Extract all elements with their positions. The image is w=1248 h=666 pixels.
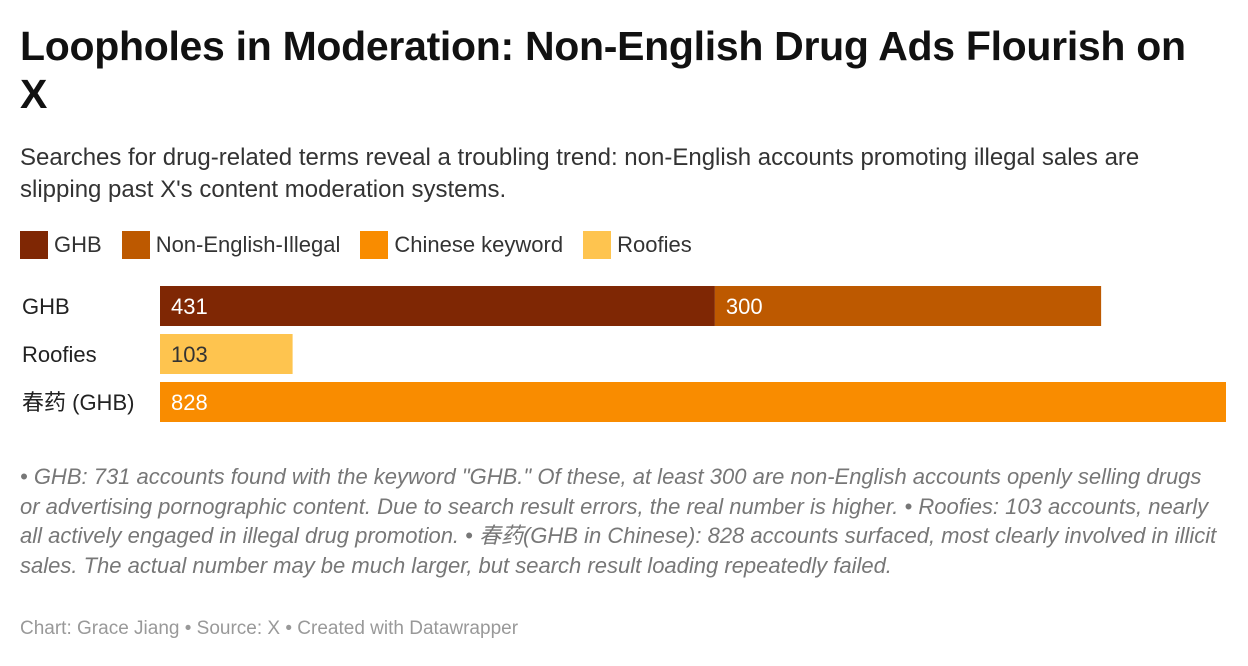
- legend-label: GHB: [54, 232, 102, 257]
- bar-value-label: 828: [171, 390, 208, 415]
- legend-swatch: [121, 231, 150, 259]
- bar-value-label: 431: [171, 294, 208, 319]
- legend-item: Non-English-Illegal: [121, 231, 341, 259]
- bar-value-label: 103: [171, 342, 208, 367]
- chart-subtitle: Searches for drug-related terms reveal a…: [20, 144, 1140, 203]
- chart-notes: • GHB: 731 accounts found with the keywo…: [20, 464, 1217, 578]
- category-label: GHB: [22, 294, 70, 319]
- bar-segment: [160, 334, 293, 374]
- bar-chart: GHB 431 300 Roofies 103 春药 (GHB) 828: [22, 286, 1226, 422]
- bar-segment: [160, 382, 1226, 422]
- chart-credit: Chart: Grace Jiang • Source: X • Created…: [20, 618, 519, 639]
- legend-label: Chinese keyword: [394, 232, 564, 257]
- legend-item: Roofies: [583, 231, 692, 259]
- bar-segment: [714, 286, 1102, 326]
- bar-value-label: 300: [726, 294, 763, 319]
- legend-item: Chinese keyword: [360, 231, 563, 259]
- legend-swatch: [583, 231, 612, 259]
- category-label: Roofies: [22, 342, 97, 367]
- category-label: 春药 (GHB): [22, 390, 134, 415]
- chart-legend: GHB Non-English-Illegal Chinese keyword Roo…: [20, 229, 712, 261]
- legend-swatch: [360, 231, 389, 259]
- legend-label: Roofies: [617, 232, 692, 257]
- legend-item: GHB: [20, 231, 102, 259]
- chart-title: Loopholes in Moderation: Non-English Dru…: [20, 23, 1186, 117]
- legend-label: Non-English-Illegal: [155, 232, 341, 257]
- legend-swatch: [20, 231, 48, 259]
- bar-segment: [160, 286, 715, 326]
